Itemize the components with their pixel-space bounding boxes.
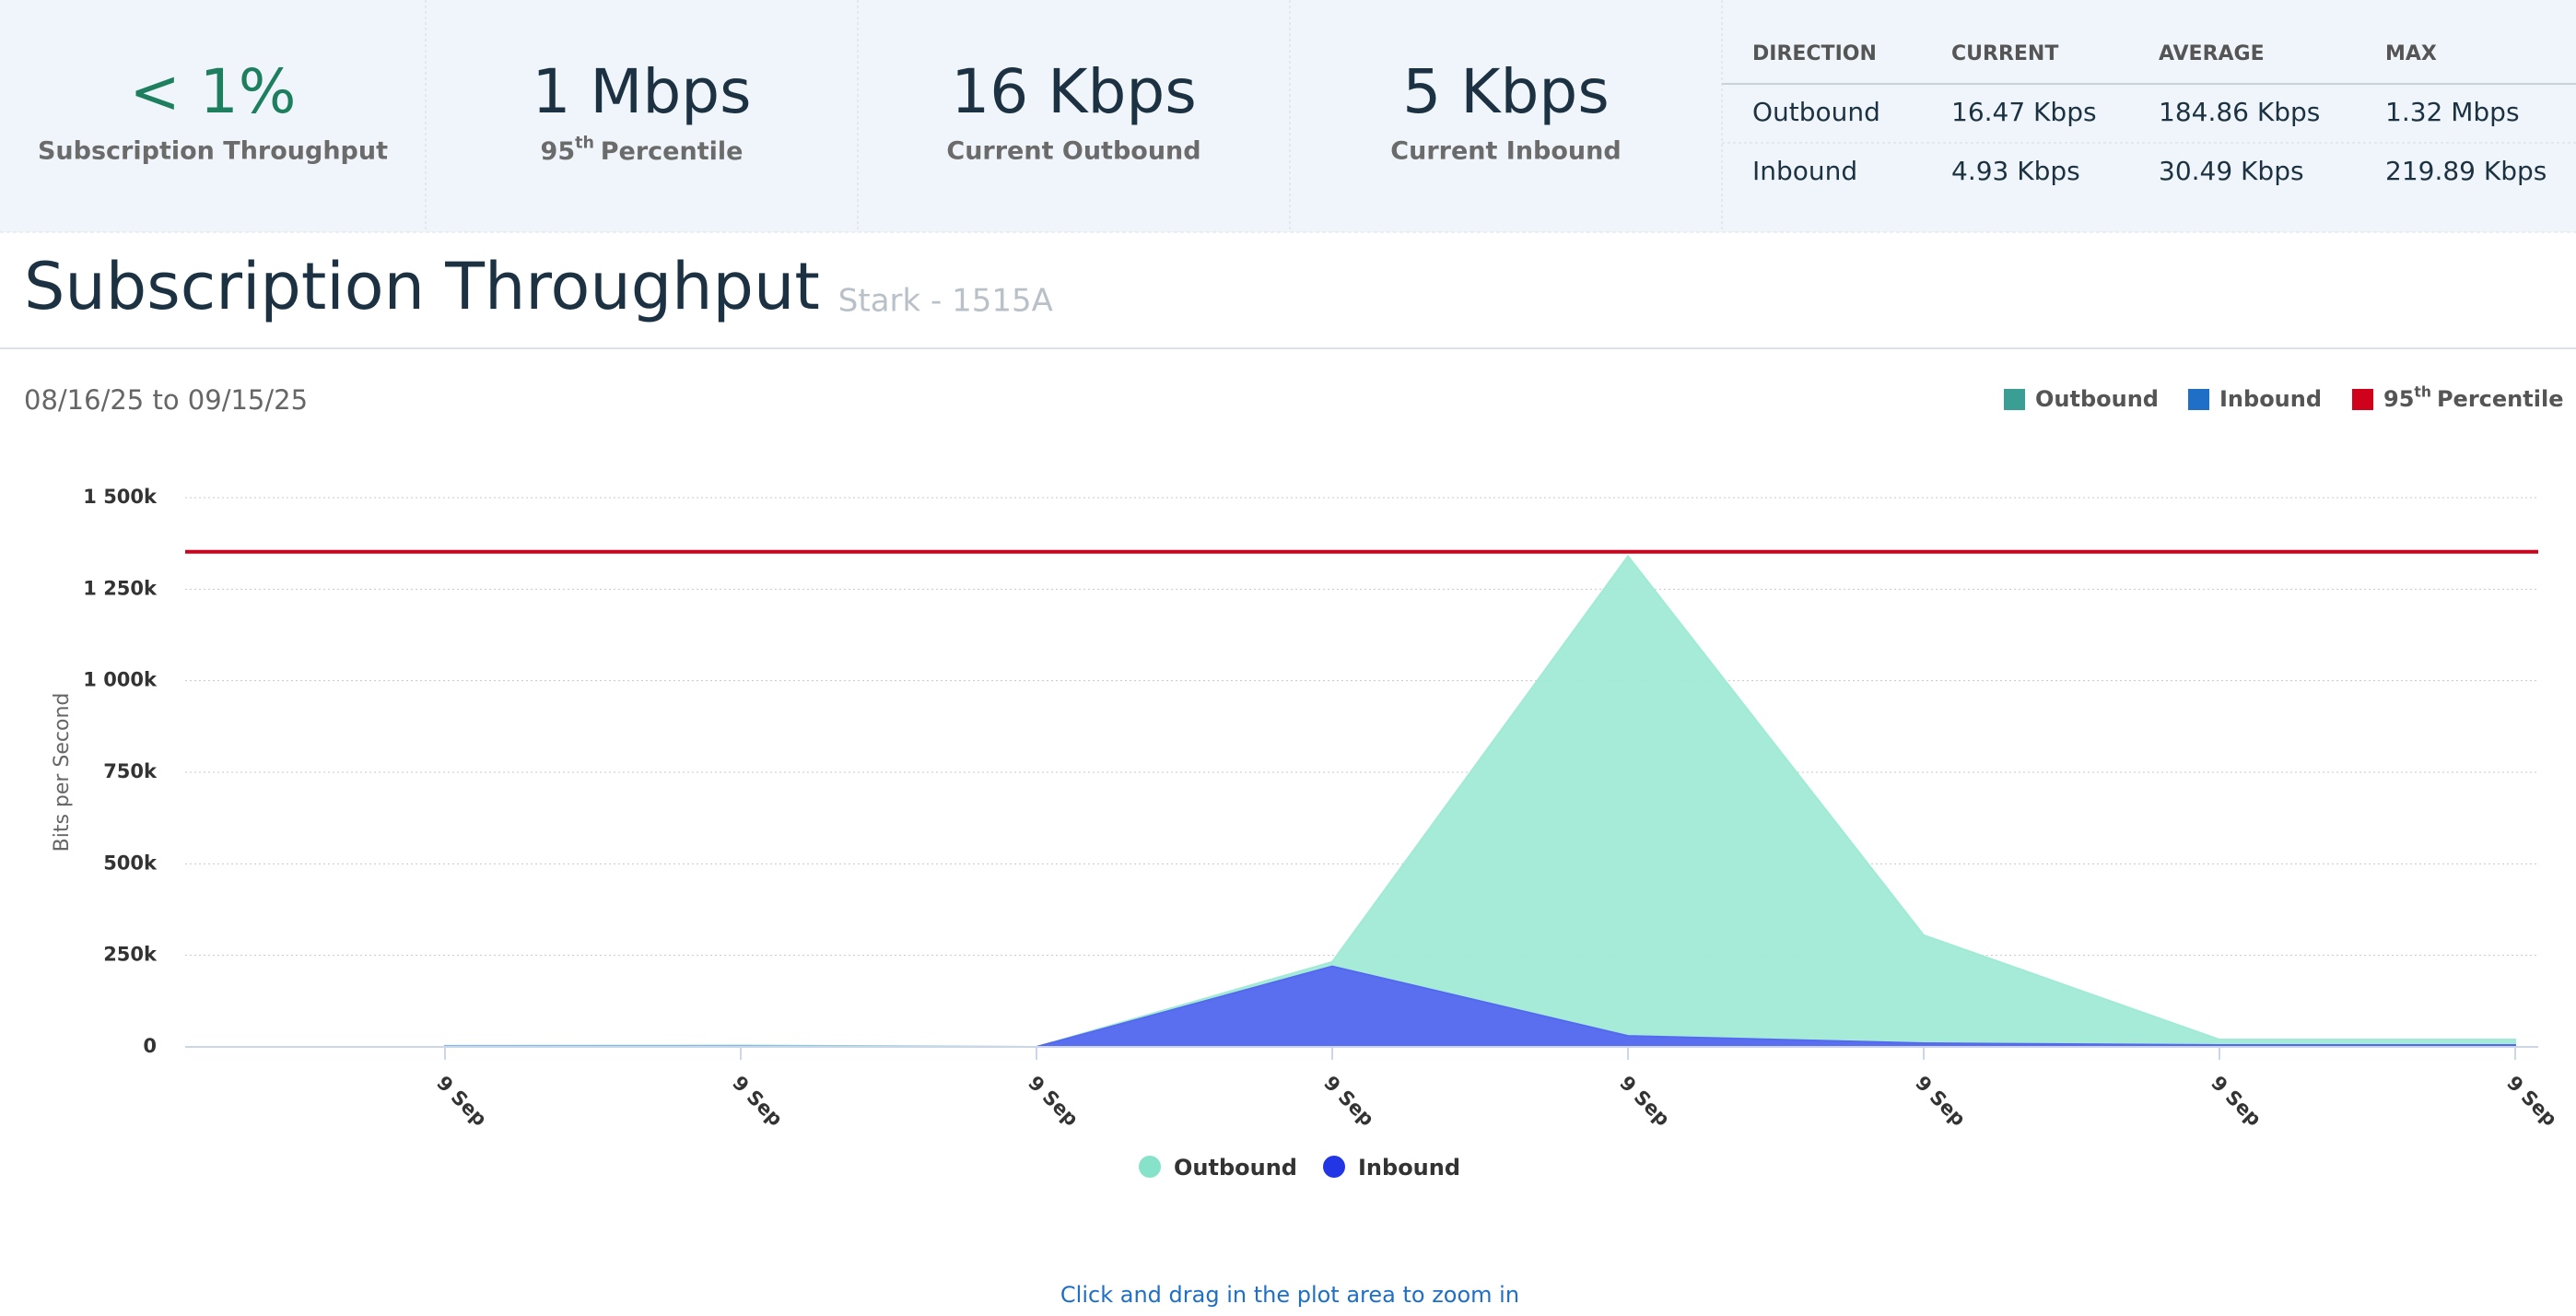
legend-label: Inbound	[2219, 386, 2322, 412]
table-cell: Outbound	[1752, 97, 1880, 127]
x-tick-label: 9 Sep	[1911, 1072, 1970, 1131]
table-cell: 16.47 Kbps	[1951, 97, 2097, 127]
area	[444, 554, 2516, 1049]
y-tick-label: 500k	[103, 852, 158, 874]
x-tick-label: 9 Sep	[2207, 1072, 2266, 1131]
y-tick-label: 0	[143, 1035, 157, 1057]
table-cell: 184.86 Kbps	[2159, 97, 2320, 127]
table-cell: 1.32 Mbps	[2385, 97, 2520, 127]
page-subtitle: Stark - 1515A	[838, 283, 1053, 320]
date-range: 08/16/25 to 09/15/25	[24, 384, 308, 416]
x-tick-label: 9 Sep	[2502, 1072, 2561, 1131]
legend-label[interactable]: Outbound	[1174, 1155, 1297, 1181]
label-superscript: th	[575, 135, 594, 153]
table-header: DIRECTION	[1752, 42, 1877, 65]
y-tick-label: 750k	[103, 760, 158, 782]
x-tick-label: 9 Sep	[728, 1072, 787, 1131]
table-cell: 4.93 Kbps	[1951, 156, 2080, 186]
stat-value: 16 Kbps	[951, 56, 1196, 127]
y-axis-title: Bits per Second	[51, 693, 74, 852]
table-cell: Inbound	[1752, 156, 1857, 186]
y-tick-label: 250k	[103, 944, 158, 966]
label-text: Percentile	[2437, 386, 2564, 412]
stats-bar	[0, 0, 2576, 232]
label-number: 95	[541, 137, 576, 166]
stat-value: < 1%	[130, 56, 297, 127]
legend-label: 95th Percentile	[2383, 383, 2563, 412]
table-header: CURRENT	[1951, 42, 2058, 65]
x-tick-label: 9 Sep	[1024, 1072, 1083, 1131]
legend-marker	[1139, 1156, 1161, 1178]
label-number: 95	[2383, 386, 2414, 412]
stat-label: 95th Percentile	[541, 135, 744, 166]
legend-label[interactable]: Inbound	[1358, 1155, 1460, 1181]
table-header: AVERAGE	[2159, 42, 2265, 65]
x-tick-label: 9 Sep	[432, 1072, 491, 1131]
stat-label: Current Outbound	[946, 137, 1200, 166]
zoom-hint: Click and drag in the plot area to zoom …	[1060, 1282, 1519, 1308]
stat-value: 1 Mbps	[532, 56, 751, 127]
y-tick-label: 1 250k	[83, 577, 158, 599]
legend-swatch	[2188, 389, 2209, 410]
table-cell: 30.49 Kbps	[2159, 156, 2304, 186]
label-superscript: th	[2414, 383, 2431, 400]
table-cell: 219.89 Kbps	[2385, 156, 2547, 186]
x-tick-label: 9 Sep	[1615, 1072, 1674, 1131]
table-header: MAX	[2385, 42, 2437, 65]
legend-swatch	[2352, 389, 2373, 410]
y-tick-label: 1 500k	[83, 486, 158, 508]
legend-marker	[1323, 1156, 1345, 1178]
y-tick-label: 1 000k	[83, 669, 158, 691]
page-title: Subscription Throughput	[24, 249, 820, 324]
x-tick-label: 9 Sep	[1319, 1072, 1378, 1131]
legend-label: Outbound	[2035, 386, 2159, 412]
legend-swatch	[2004, 389, 2025, 410]
stat-label: Subscription Throughput	[38, 137, 388, 166]
label-text: Percentile	[601, 137, 744, 166]
stat-label: Current Inbound	[1390, 137, 1621, 166]
stat-value: 5 Kbps	[1402, 56, 1609, 127]
